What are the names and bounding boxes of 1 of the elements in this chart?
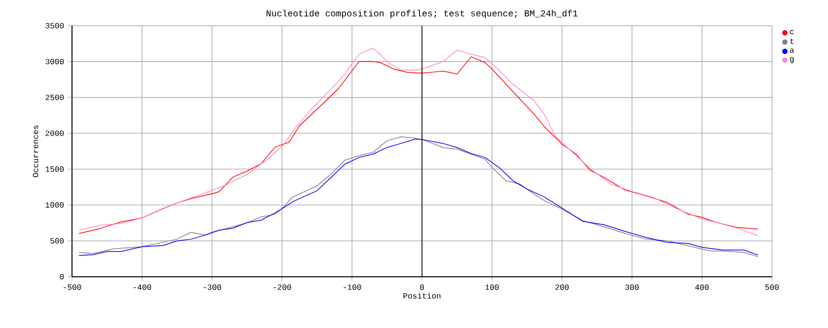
chart-title: Nucleotide composition profiles; test sequence; BM_24h_df1 — [266, 10, 578, 18]
